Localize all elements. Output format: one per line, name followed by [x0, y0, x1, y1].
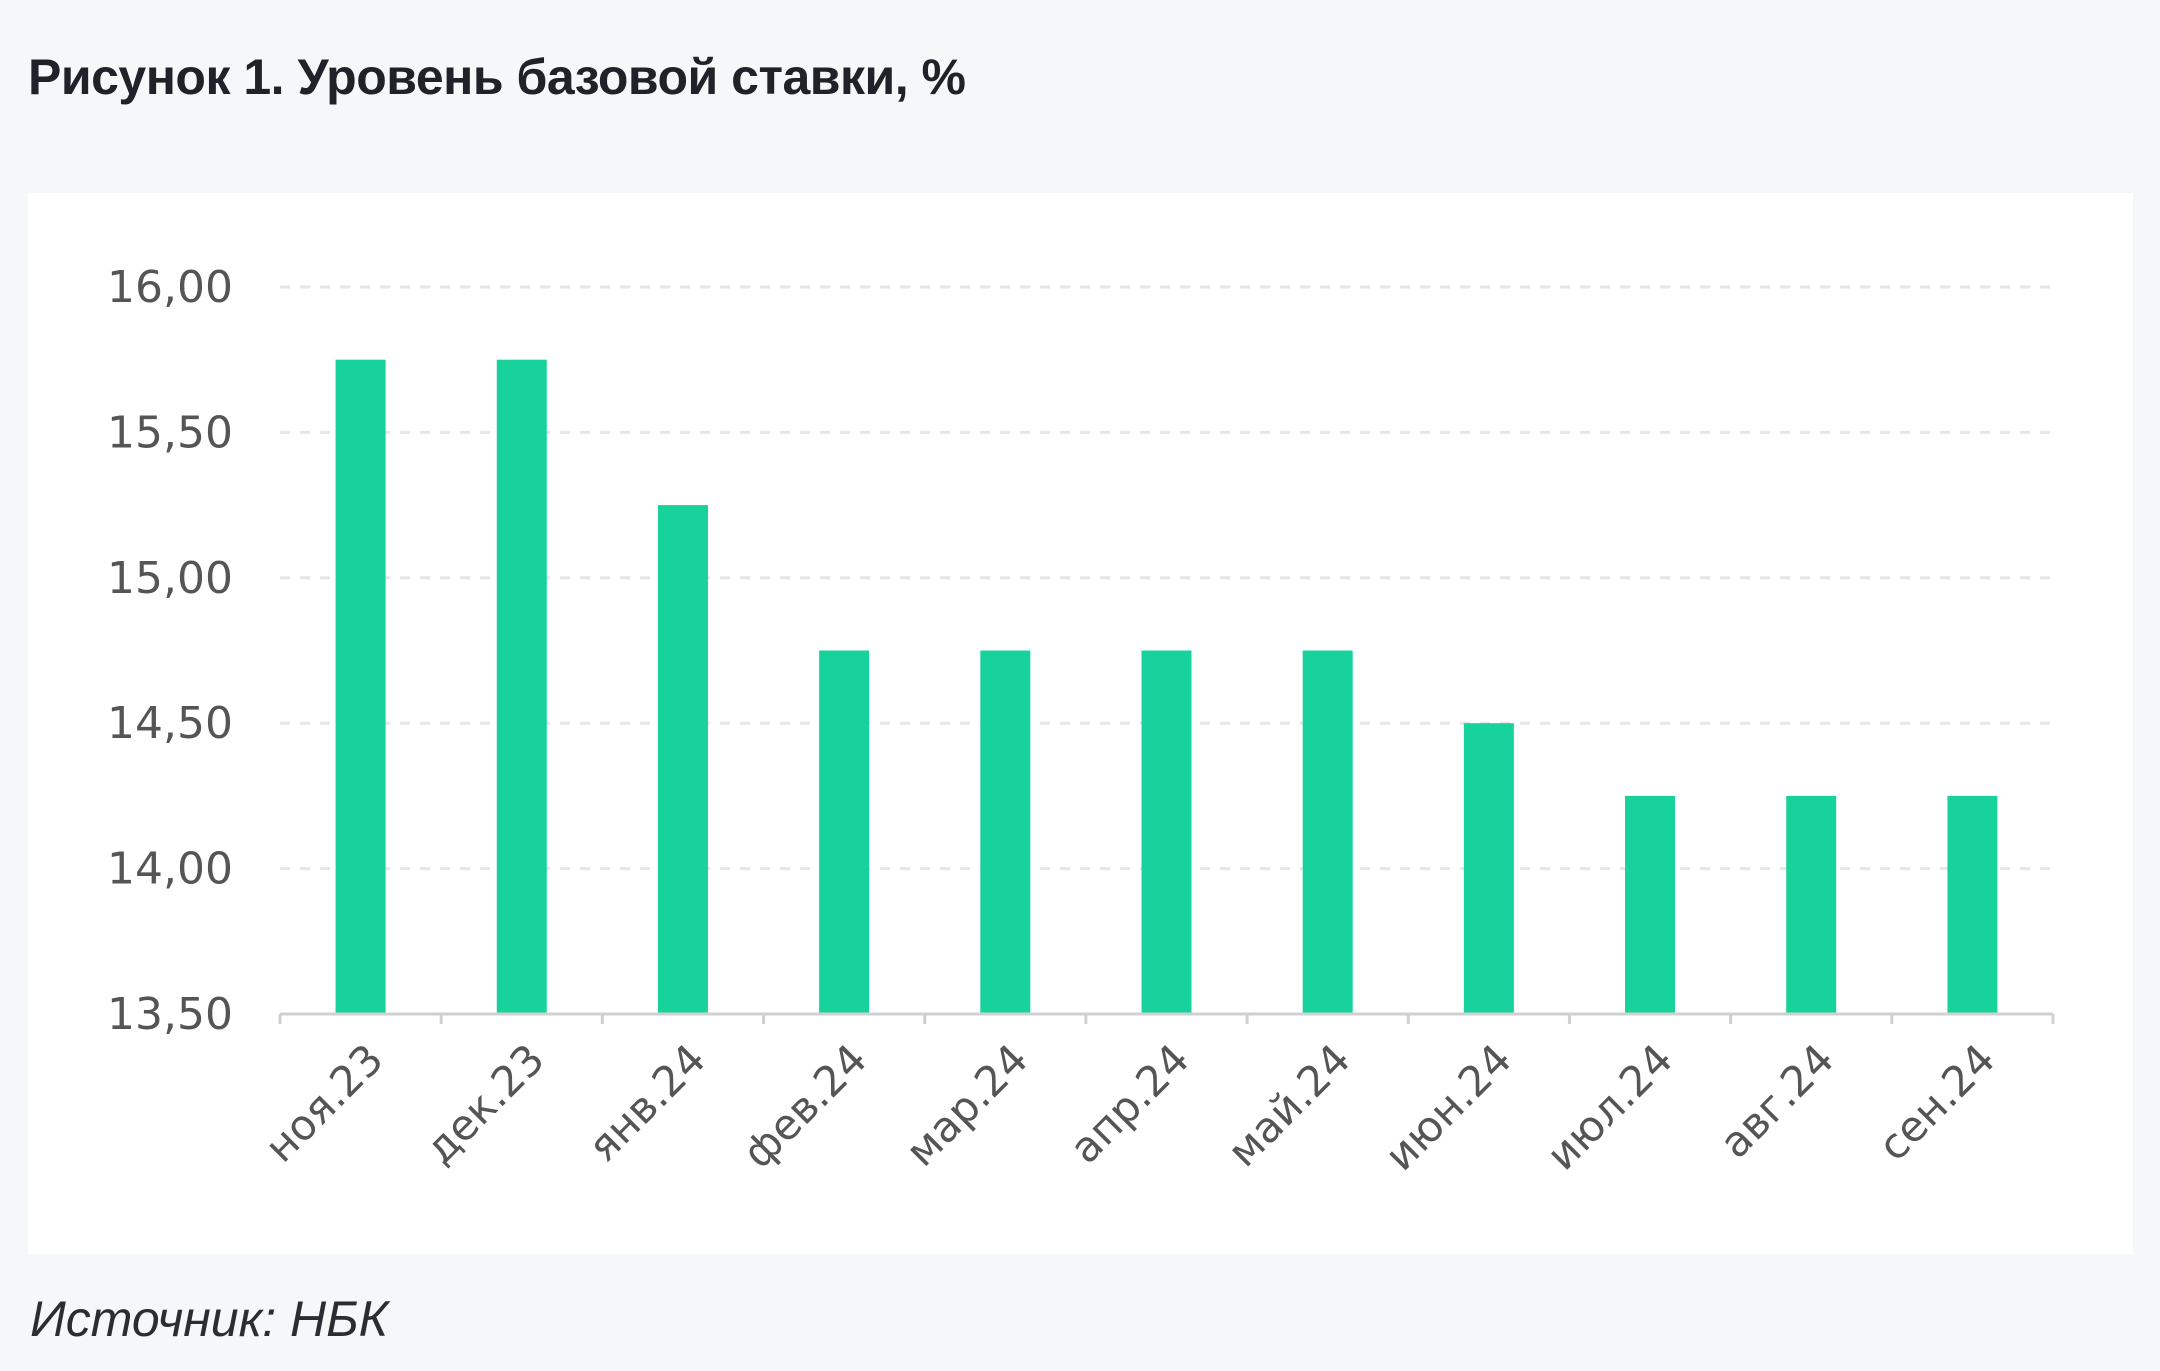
bar	[1463, 723, 1514, 1014]
y-tick-label: 15,00	[107, 553, 233, 604]
x-tick-label: май.24	[1218, 1034, 1360, 1176]
x-tick-label: янв.24	[578, 1034, 715, 1171]
bar	[819, 650, 870, 1014]
bar	[1947, 795, 1998, 1014]
x-tick-label: мар.24	[896, 1034, 1037, 1175]
y-tick-label: 14,50	[107, 698, 233, 749]
bar	[1625, 795, 1676, 1014]
bar	[496, 359, 547, 1014]
bar	[1302, 650, 1353, 1014]
bar	[335, 359, 386, 1014]
x-tick-label: дек.23	[415, 1034, 554, 1173]
x-tick-label: авг.24	[1710, 1034, 1843, 1167]
bar	[657, 505, 708, 1014]
x-tick-label: ноя.23	[255, 1034, 392, 1171]
bar-chart: 13,50 14,00 14,50 15,00 15,50 16,00 ноя.23 дек.…	[107, 262, 2055, 1180]
x-tick-label: июн.24	[1375, 1034, 1521, 1180]
y-tick-label: 14,00	[107, 844, 233, 895]
chart-panel: 13,50 14,00 14,50 15,00 15,50 16,00 ноя.23 дек.…	[28, 193, 2133, 1254]
x-tick-label: фев.24	[733, 1034, 876, 1177]
chart-title: Рисунок 1. Уровень базовой ставки, %	[28, 49, 966, 105]
bar	[1786, 795, 1837, 1014]
x-tick-label: июл.24	[1537, 1034, 1682, 1179]
source-note: Источник: НБК	[30, 1291, 389, 1347]
bar	[980, 650, 1031, 1014]
bar	[1141, 650, 1192, 1014]
x-tick-label: апр.24	[1060, 1034, 1198, 1172]
x-tick-label: сен.24	[1869, 1034, 2005, 1170]
y-tick-label: 13,50	[107, 989, 233, 1040]
y-tick-label: 15,50	[107, 407, 233, 458]
y-tick-label: 16,00	[107, 262, 233, 313]
